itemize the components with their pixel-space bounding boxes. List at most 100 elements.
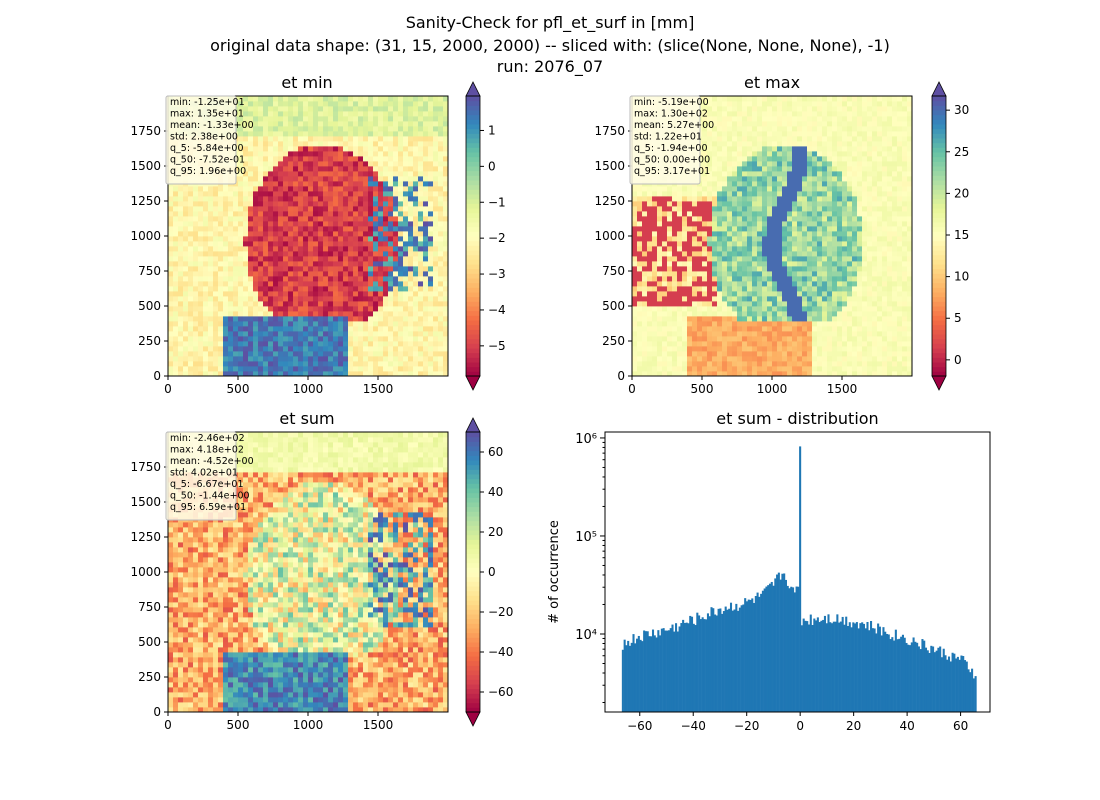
heatmap-cell xyxy=(722,151,728,157)
heatmap-cell xyxy=(303,206,309,212)
heatmap-cell xyxy=(303,226,309,232)
heatmap-cell xyxy=(443,206,449,212)
heatmap-cell xyxy=(283,106,289,112)
heatmap-cell xyxy=(413,341,419,347)
heatmap-cell xyxy=(193,306,199,312)
heatmap-cell xyxy=(263,261,269,267)
heatmap-cell xyxy=(243,361,249,367)
heatmap-cell xyxy=(697,186,703,192)
heatmap-cell xyxy=(293,291,299,297)
heatmap-cell xyxy=(642,321,648,327)
heatmap-cell xyxy=(283,316,289,322)
heatmap-cell xyxy=(383,316,389,322)
heatmap-cell xyxy=(413,131,419,137)
heatmap-cell xyxy=(258,241,264,247)
heatmap-cell xyxy=(767,311,773,317)
heatmap-cell xyxy=(752,301,758,307)
heatmap-cell xyxy=(657,246,663,252)
heatmap-cell xyxy=(632,356,638,362)
heatmap-cell xyxy=(732,171,738,177)
heatmap-cell xyxy=(288,161,294,167)
heatmap-cell xyxy=(767,321,773,327)
heatmap-cell xyxy=(293,366,299,372)
heatmap-cell xyxy=(712,261,718,267)
heatmap-cell xyxy=(268,246,274,252)
heatmap-cell xyxy=(732,206,738,212)
heatmap-cell xyxy=(702,166,708,172)
heatmap-cell xyxy=(642,246,648,252)
heatmap-cell xyxy=(732,101,738,107)
heatmap-cell xyxy=(218,306,224,312)
heatmap-cell xyxy=(278,186,284,192)
heatmap-cell xyxy=(293,171,299,177)
heatmap-cell xyxy=(632,286,638,292)
heatmap-cell xyxy=(243,246,249,252)
heatmap-cell xyxy=(323,151,329,157)
heatmap-cell xyxy=(717,231,723,237)
heatmap-cell xyxy=(398,336,404,342)
heatmap-cell xyxy=(667,336,673,342)
heatmap-cell xyxy=(238,336,244,342)
heatmap-cell xyxy=(722,136,728,142)
heatmap-cell xyxy=(213,196,219,202)
heatmap-cell xyxy=(637,306,643,312)
heatmap-cell xyxy=(273,226,279,232)
heatmap-cell xyxy=(308,316,314,322)
heatmap-cell xyxy=(692,306,698,312)
heatmap-cell xyxy=(652,336,658,342)
heatmap-cell xyxy=(363,141,369,147)
heatmap-cell xyxy=(752,161,758,167)
heatmap-cell xyxy=(358,266,364,272)
heatmap-cell xyxy=(662,346,668,352)
heatmap-cell xyxy=(313,136,319,142)
heatmap-cell xyxy=(742,111,748,117)
heatmap-cell xyxy=(428,171,434,177)
heatmap-cell xyxy=(717,131,723,137)
heatmap-cell xyxy=(303,161,309,167)
heatmap-cell xyxy=(722,271,728,277)
heatmap-cell xyxy=(423,251,429,257)
heatmap-cell xyxy=(343,181,349,187)
heatmap-cell xyxy=(348,141,354,147)
heatmap-cell xyxy=(253,216,259,222)
heatmap-cell xyxy=(283,276,289,282)
heatmap-cell xyxy=(662,301,668,307)
heatmap-cell xyxy=(268,231,274,237)
heatmap-cell xyxy=(712,101,718,107)
heatmap-cell xyxy=(732,361,738,367)
heatmap-cell xyxy=(383,141,389,147)
heatmap-cell xyxy=(338,206,344,212)
heatmap-cell xyxy=(258,216,264,222)
heatmap-cell xyxy=(363,191,369,197)
heatmap-cell xyxy=(398,146,404,152)
heatmap-cell xyxy=(782,296,788,302)
heatmap-cell xyxy=(263,206,269,212)
colorbar-segment xyxy=(466,366,480,372)
heatmap-cell xyxy=(443,321,449,327)
heatmap-cell xyxy=(692,296,698,302)
colorbar-tick-label: 1 xyxy=(488,123,496,137)
heatmap-cell xyxy=(223,311,229,317)
heatmap-cell xyxy=(348,341,354,347)
stats-line: q_5: -5.84e+00 xyxy=(170,143,244,154)
heatmap-cell xyxy=(193,216,199,222)
heatmap-cell xyxy=(223,206,229,212)
heatmap-cell xyxy=(398,126,404,132)
heatmap-cell xyxy=(283,351,289,357)
heatmap-cell xyxy=(238,131,244,137)
heatmap-cell xyxy=(388,321,394,327)
heatmap-cell xyxy=(438,241,444,247)
heatmap-cell xyxy=(193,266,199,272)
heatmap-cell xyxy=(418,201,424,207)
heatmap-cell xyxy=(647,321,653,327)
heatmap-cell xyxy=(393,176,399,182)
heatmap-cell xyxy=(428,341,434,347)
heatmap-cell xyxy=(782,96,788,102)
heatmap-cell xyxy=(632,221,638,227)
heatmap-cell xyxy=(298,316,304,322)
heatmap-cell xyxy=(288,371,294,377)
heatmap-cell xyxy=(747,311,753,317)
heatmap-cell xyxy=(233,316,239,322)
heatmap-cell xyxy=(682,306,688,312)
